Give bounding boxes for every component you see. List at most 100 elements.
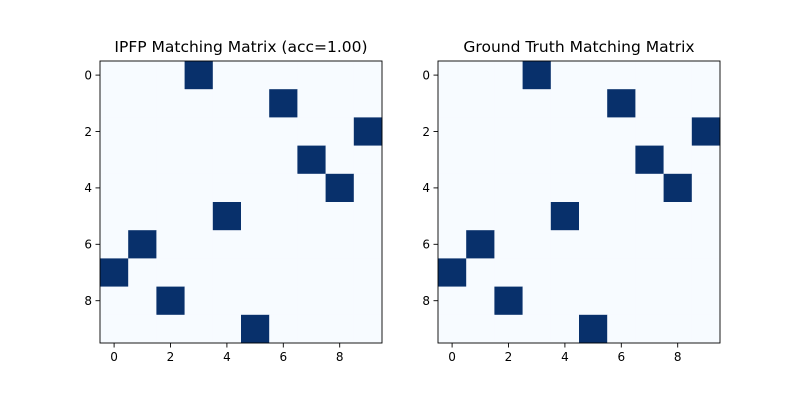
ground-truth-matrix-cell (635, 202, 664, 231)
ground-truth-matrix-y-tick-label: 2 (422, 125, 430, 139)
ground-truth-matrix-cell (663, 286, 693, 316)
ground-truth-matrix-cell (466, 314, 495, 344)
ipfp-matrix-cell (128, 173, 157, 203)
ipfp-matrix-cell (184, 202, 214, 231)
ground-truth-matrix-cell (635, 173, 664, 203)
ground-truth-matrix-cell (438, 314, 467, 344)
ground-truth-matrix-cell (466, 286, 495, 316)
ipfp-matrix-cell (128, 258, 157, 287)
ipfp-matrix-cell (269, 202, 298, 231)
ipfp-matrix-cell (353, 258, 383, 287)
ground-truth-matrix-cell (663, 230, 693, 259)
ground-truth-matrix-cell (466, 202, 495, 231)
ground-truth-matrix-cell (579, 173, 608, 203)
ground-truth-matrix-cell (579, 286, 608, 316)
ipfp-matrix-y-tick-label: 2 (84, 125, 92, 139)
ground-truth-matrix-cell (522, 117, 552, 146)
ground-truth-matrix-cell (691, 230, 721, 259)
ipfp-matrix-cell (100, 202, 129, 231)
ground-truth-matrix-x-tick-label: 6 (617, 350, 625, 364)
ground-truth-matrix-cell (438, 117, 467, 146)
ground-truth-matrix-cell (522, 173, 552, 203)
ipfp-matrix-cell (325, 314, 355, 344)
ground-truth-matrix-x-tick-label: 4 (561, 350, 569, 364)
ground-truth-matrix-cell (663, 314, 693, 344)
ground-truth-matrix-cell (579, 89, 608, 118)
ground-truth-matrix-cell (494, 61, 523, 90)
ipfp-matrix-cell (156, 89, 185, 118)
ground-truth-matrix-cell (522, 258, 552, 287)
ground-truth-matrix-cell (607, 173, 636, 203)
ipfp-matrix-x-tick-label: 0 (110, 350, 118, 364)
ground-truth-matrix-cell (494, 314, 523, 344)
ipfp-matrix-cell (100, 314, 129, 344)
ipfp-matrix-cell (128, 286, 157, 316)
ground-truth-matrix-cell (607, 117, 636, 146)
ground-truth-matrix-cell (691, 145, 721, 175)
ipfp-matrix-cell (325, 230, 355, 259)
ground-truth-matrix-panel: Ground Truth Matching Matrix 0 2 4 6 8 0 2 4 6 8 (422, 38, 721, 364)
ground-truth-matrix-cell (691, 117, 721, 146)
ipfp-matrix-cell (128, 117, 157, 146)
ipfp-matrix-cell (212, 61, 242, 90)
ipfp-matrix-x-tick-label: 4 (223, 350, 231, 364)
ipfp-matrix-cell (353, 202, 383, 231)
ipfp-matrix-cell (297, 230, 326, 259)
ipfp-matrix-cell (297, 173, 326, 203)
ipfp-matrix-cell (353, 89, 383, 118)
ipfp-matrix-cell (325, 145, 355, 175)
ipfp-matrix-cell (297, 258, 326, 287)
ground-truth-matrix-cell (550, 173, 580, 203)
ipfp-matrix-cell (325, 89, 355, 118)
ipfp-matrix-cell (184, 117, 214, 146)
ipfp-matrix-cell (297, 145, 326, 175)
ground-truth-matrix-cell (494, 202, 523, 231)
ipfp-matrix-cell (297, 89, 326, 118)
ground-truth-matrix-cell (466, 89, 495, 118)
ground-truth-matrix-cell (691, 314, 721, 344)
ground-truth-matrix-y-tick-label: 0 (422, 68, 430, 82)
ipfp-matrix-cell (269, 145, 298, 175)
ground-truth-matrix-cell (663, 258, 693, 287)
ground-truth-matrix-cell (607, 145, 636, 175)
ipfp-matrix-cell (184, 230, 214, 259)
ground-truth-matrix-cell (438, 258, 467, 287)
ground-truth-matrix-cell (579, 145, 608, 175)
ipfp-matrix-cell (241, 61, 270, 90)
ipfp-matrix-cell (128, 61, 157, 90)
ipfp-matrix-cell (241, 230, 270, 259)
ipfp-matrix-cell (241, 173, 270, 203)
ipfp-matrix-cell (325, 61, 355, 90)
ipfp-matrix-cell (156, 61, 185, 90)
ipfp-matrix-cell (156, 117, 185, 146)
ipfp-matrix-cell (156, 286, 185, 316)
ipfp-matrix-cell (241, 258, 270, 287)
ipfp-matrix-cell (269, 314, 298, 344)
ground-truth-matrix-cell (691, 173, 721, 203)
ground-truth-matrix-cell (635, 89, 664, 118)
ground-truth-matrix-cell (663, 202, 693, 231)
ground-truth-matrix-cell (494, 117, 523, 146)
ground-truth-matrix-y-tick-label: 8 (422, 294, 430, 308)
ipfp-matrix-cell (297, 286, 326, 316)
ipfp-matrix-cell (156, 202, 185, 231)
ground-truth-matrix-cell (635, 117, 664, 146)
ipfp-matrix-cell (100, 117, 129, 146)
ground-truth-matrix-cell (466, 61, 495, 90)
ipfp-matrix-cell (128, 202, 157, 231)
ipfp-matrix-y-tick-label: 4 (84, 181, 92, 195)
ground-truth-matrix-y-tick-label: 6 (422, 238, 430, 252)
ipfp-matrix-cell (269, 286, 298, 316)
ground-truth-matrix-cell (663, 117, 693, 146)
ipfp-matrix-cell (100, 258, 129, 287)
ground-truth-matrix-cell (438, 145, 467, 175)
ground-truth-matrix-cell (466, 173, 495, 203)
ipfp-matrix-cell (128, 89, 157, 118)
ipfp-matrix-y-tick-label: 8 (84, 294, 92, 308)
ground-truth-matrix-x-tick-label: 8 (674, 350, 682, 364)
ipfp-matrix-cell (212, 89, 242, 118)
ground-truth-matrix-cell (438, 61, 467, 90)
ground-truth-matrix-cell (550, 314, 580, 344)
ground-truth-matrix-cell (691, 286, 721, 316)
